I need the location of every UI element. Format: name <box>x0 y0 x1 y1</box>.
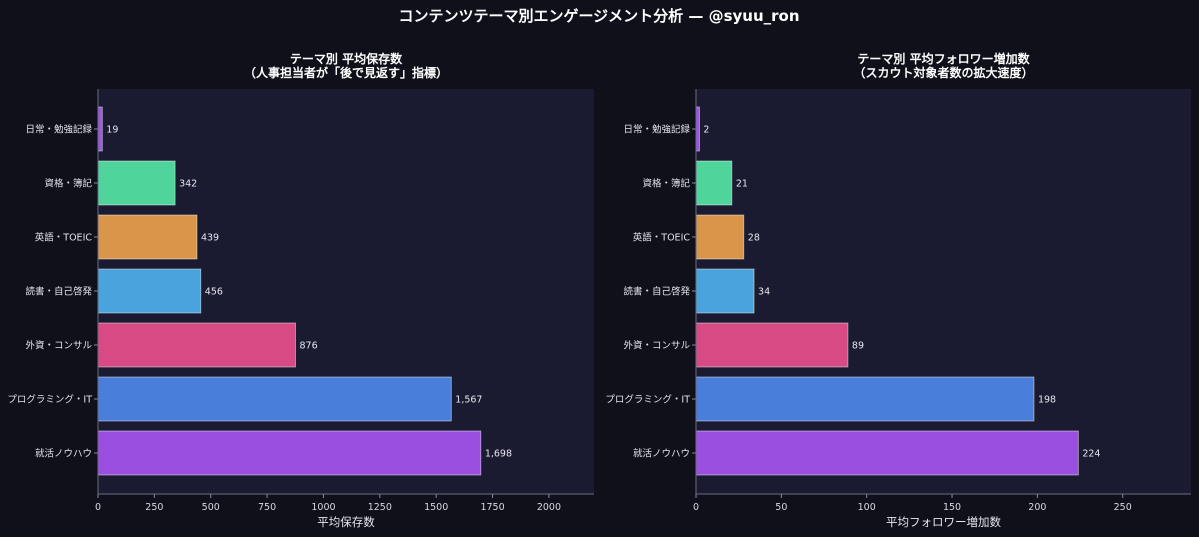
value-label: 2 <box>703 125 709 136</box>
category-label: 就活ノウハウ <box>633 448 690 460</box>
value-label: 34 <box>758 287 770 298</box>
x-tick-label: 1500 <box>424 502 448 513</box>
x-tick-label: 250 <box>145 502 163 513</box>
category-label: プログラミング・IT <box>7 394 92 406</box>
category-label: 外資・コンサル <box>25 340 92 352</box>
bar <box>695 214 745 260</box>
chart-panel-1: テーマ別 平均保存数（人事担当者が「後で見返す」指標） 日常・勉強記録 19 資格・簿… <box>7 51 594 529</box>
x-tick-label: 50 <box>775 502 787 513</box>
value-label: 1,698 <box>485 449 512 460</box>
x-axis-label: 平均保存数 <box>317 515 375 529</box>
bar <box>695 376 1035 422</box>
x-tick-label: 1000 <box>311 502 335 513</box>
panel-title-line: （スカウト対象者数の拡大速度） <box>853 65 1033 80</box>
value-label: 224 <box>1082 449 1100 460</box>
x-tick-label: 500 <box>202 502 220 513</box>
plot-area <box>696 89 1191 494</box>
category-label: 資格・簿記 <box>44 178 92 190</box>
value-label: 198 <box>1038 395 1056 406</box>
panel-title-line: テーマ別 平均保存数 <box>290 51 403 66</box>
bar <box>695 106 700 152</box>
bar <box>695 322 849 368</box>
value-label: 1,567 <box>455 395 482 406</box>
x-tick-label: 150 <box>943 502 961 513</box>
bar <box>97 160 176 206</box>
value-label: 21 <box>736 179 748 190</box>
category-label: 就活ノウハウ <box>35 448 92 460</box>
category-label: 外資・コンサル <box>623 340 690 352</box>
value-label: 876 <box>299 341 317 352</box>
value-label: 89 <box>852 341 864 352</box>
value-label: 456 <box>205 287 223 298</box>
bar <box>695 430 1079 476</box>
category-label: 読書・自己啓発 <box>25 286 92 298</box>
category-label: 読書・自己啓発 <box>623 286 690 298</box>
category-label: 英語・TOEIC <box>35 232 93 244</box>
category-label: 英語・TOEIC <box>633 232 691 244</box>
value-label: 342 <box>179 179 197 190</box>
x-tick-label: 2000 <box>537 502 561 513</box>
x-tick-label: 1750 <box>480 502 504 513</box>
x-tick-label: 0 <box>95 502 101 513</box>
x-tick-label: 100 <box>858 502 876 513</box>
figure-title: コンテンツテーマ別エンゲージメント分析 — @syuu_ron <box>398 7 799 25</box>
bar <box>97 430 482 476</box>
bar <box>695 160 733 206</box>
panel-title-line: テーマ別 平均フォロワー増加数 <box>857 51 1030 66</box>
chart-panel-2: テーマ別 平均フォロワー増加数（スカウト対象者数の拡大速度） 日常・勉強記録 2 資格… <box>605 51 1191 529</box>
value-label: 439 <box>201 233 219 244</box>
value-label: 19 <box>106 125 118 136</box>
x-tick-label: 1250 <box>368 502 392 513</box>
category-label: プログラミング・IT <box>605 394 690 406</box>
bar <box>97 106 103 152</box>
category-label: 日常・勉強記録 <box>25 124 92 136</box>
x-axis-label: 平均フォロワー増加数 <box>886 515 1001 529</box>
bar <box>97 214 198 260</box>
x-tick-label: 750 <box>258 502 276 513</box>
x-tick-label: 200 <box>1028 502 1046 513</box>
x-tick-label: 250 <box>1114 502 1132 513</box>
category-label: 日常・勉強記録 <box>623 124 690 136</box>
bar <box>695 268 755 314</box>
x-tick-label: 0 <box>693 502 699 513</box>
bar <box>97 376 452 422</box>
bar <box>97 322 296 368</box>
value-label: 28 <box>748 233 760 244</box>
bar <box>97 268 202 314</box>
panel-title-line: （人事担当者が「後で見返す」指標） <box>244 65 448 80</box>
category-label: 資格・簿記 <box>642 178 690 190</box>
